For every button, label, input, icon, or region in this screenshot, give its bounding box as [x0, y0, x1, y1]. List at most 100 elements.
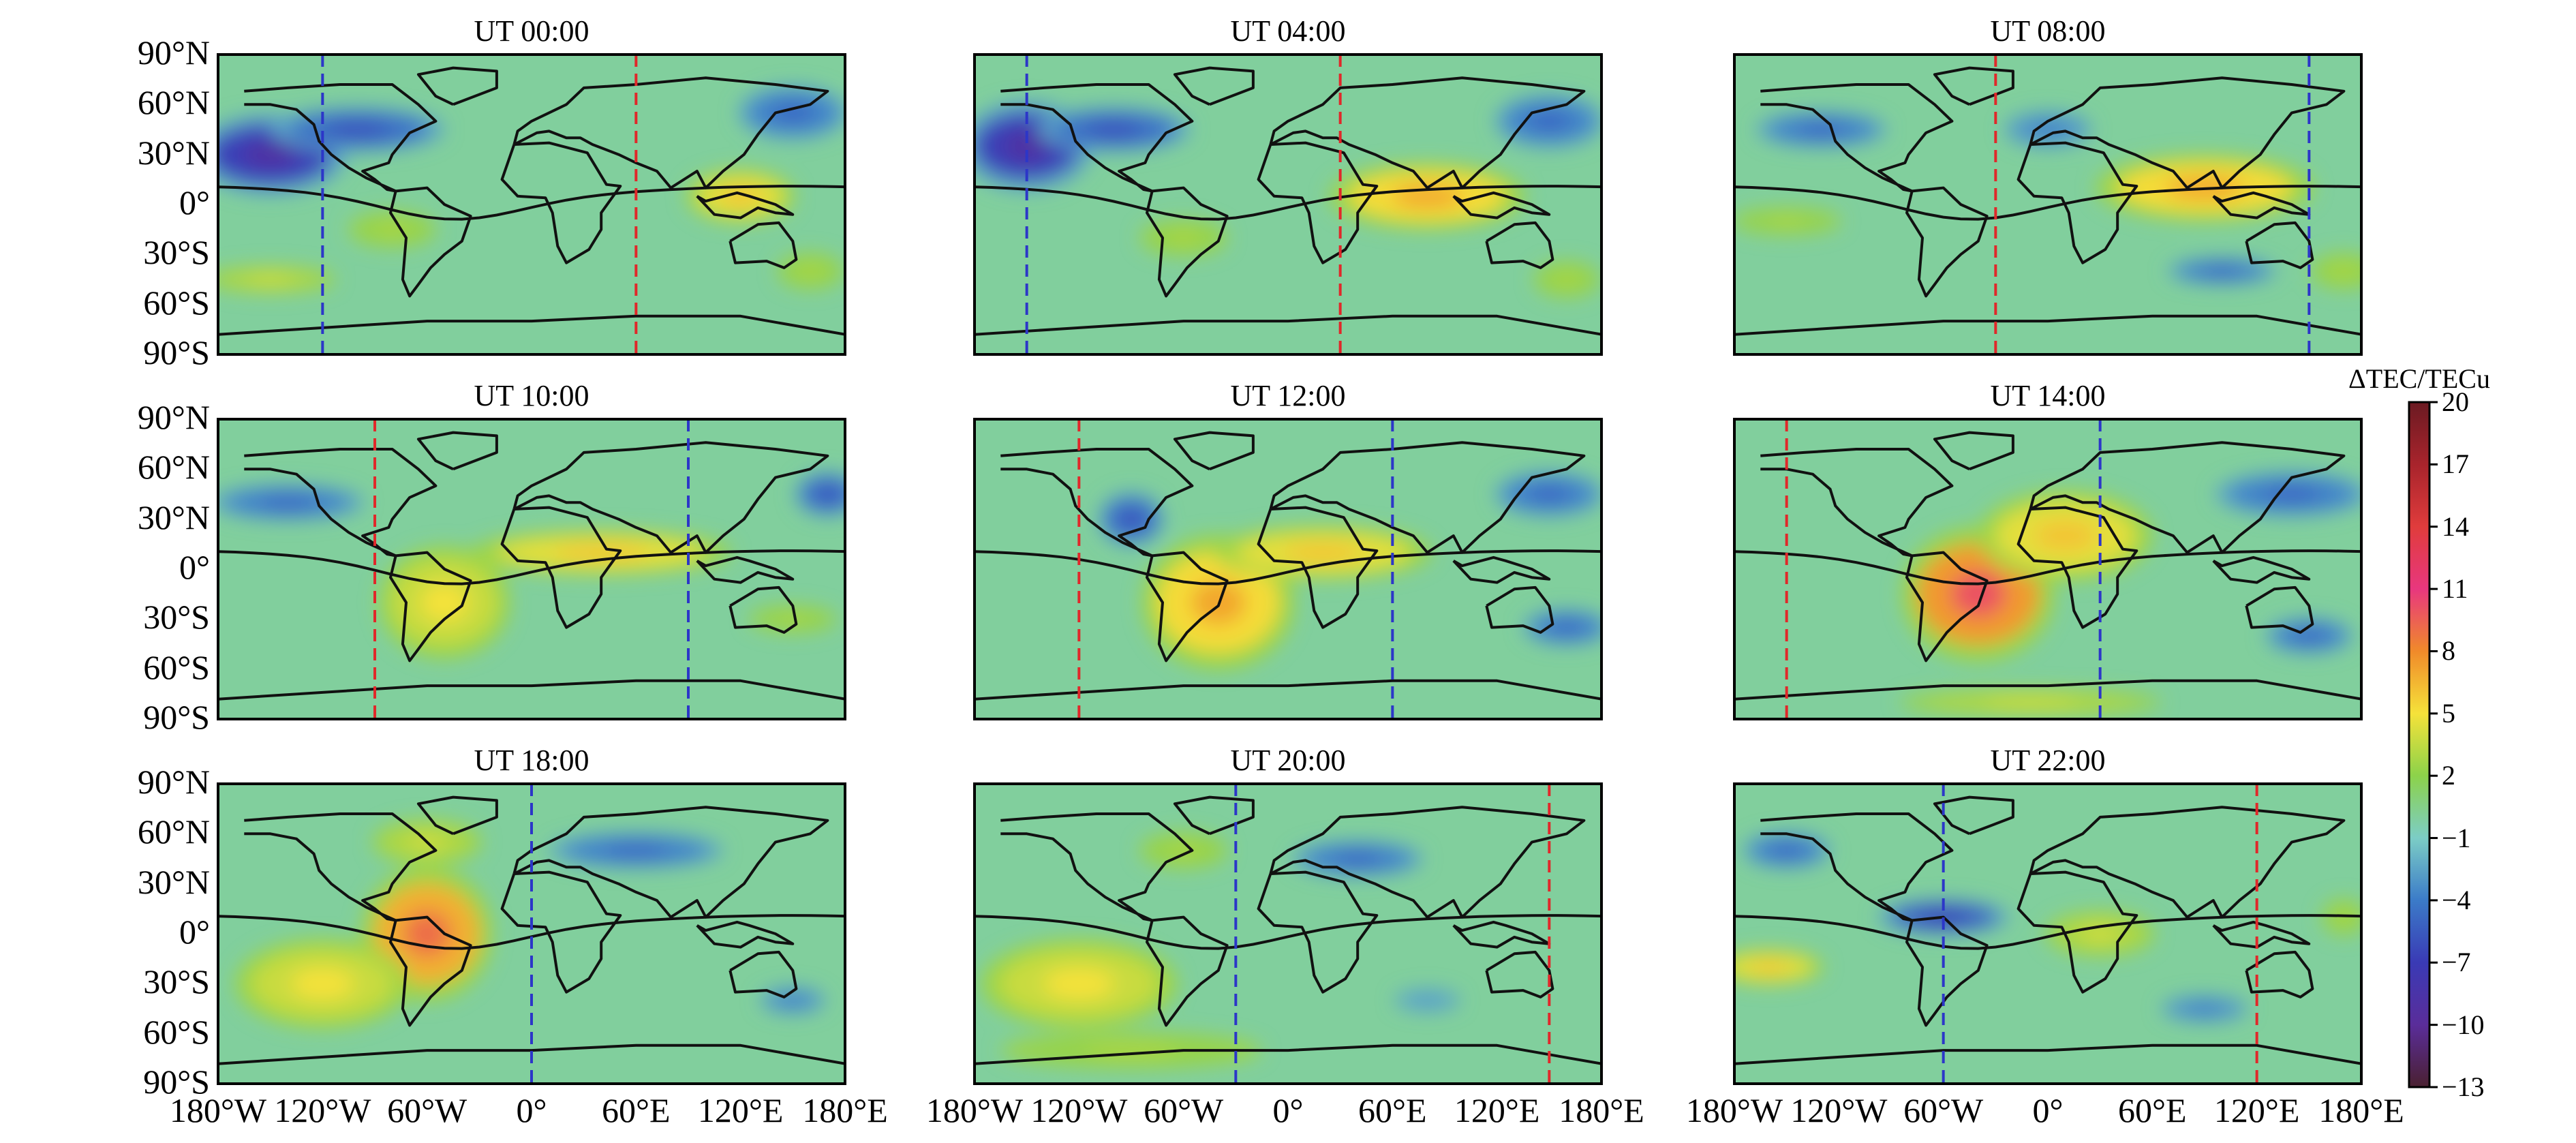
anomaly-core: [1529, 487, 1569, 502]
magnetic-equator: [218, 549, 845, 585]
coastline: [2017, 506, 2138, 629]
anomaly-core: [1798, 123, 1845, 136]
magnetic-equator: [975, 914, 1601, 950]
lon-tick-label: 60°W: [387, 1091, 467, 1129]
anomaly-core: [291, 969, 354, 999]
anomaly-core: [1415, 996, 1439, 1005]
lat-tick-label: 30°N: [137, 133, 210, 172]
coastline: [2212, 555, 2311, 584]
anomaly-core: [1283, 543, 1362, 562]
anomaly-core: [720, 187, 761, 205]
anomaly-core: [2332, 264, 2356, 277]
coastline: [2245, 221, 2314, 269]
panel-title: UT 08:00: [1990, 14, 2106, 48]
coastline: [975, 314, 1601, 336]
coastline: [1452, 191, 1551, 219]
anomaly-core: [1043, 969, 1115, 999]
coastline: [1905, 186, 1989, 298]
coastline: [1734, 1043, 2361, 1065]
lat-tick-label: 90°S: [143, 333, 210, 371]
magnetic-equator: [1734, 914, 2361, 950]
coastline: [1146, 915, 1229, 1027]
lat-tick-label: 60°S: [143, 647, 210, 686]
coastline: [1734, 679, 2361, 701]
anomaly-core: [2034, 521, 2097, 551]
coastline: [500, 506, 622, 629]
coastline: [1146, 551, 1229, 662]
coastline: [512, 441, 829, 554]
panel-frame: [973, 782, 1603, 1085]
map-panel: [217, 53, 846, 356]
anomaly-core: [326, 122, 389, 137]
map-panel: [217, 782, 846, 1085]
coastline: [2017, 870, 2138, 994]
anomaly-core: [1167, 232, 1199, 244]
coastline: [1760, 448, 1954, 558]
coastline: [1760, 83, 1954, 193]
lat-tick-label: 60°N: [137, 448, 210, 487]
anomaly-core: [781, 996, 805, 1005]
anomaly-core: [1003, 131, 1051, 162]
coastline: [1173, 795, 1255, 836]
lat-tick-label: 30°N: [137, 862, 210, 901]
coastline: [1269, 441, 1586, 554]
colorbar-tick-label: −10: [2442, 1009, 2485, 1040]
map-background: [975, 784, 1601, 1084]
coastline: [416, 431, 498, 471]
coastline: [1933, 431, 2014, 471]
coastline: [500, 870, 622, 994]
colorbar-scale: [2408, 401, 2431, 1088]
lon-tick-label: 0°: [516, 1091, 547, 1129]
anomaly-core: [2202, 266, 2242, 276]
anomaly-core: [243, 140, 298, 168]
lon-tick-label: 180°W: [1685, 1091, 1783, 1129]
colorbar-tick-label: 5: [2442, 697, 2455, 729]
panel-title: UT 18:00: [474, 744, 589, 777]
anomaly-core: [777, 614, 809, 624]
lon-tick-label: 60°E: [1358, 1091, 1427, 1129]
panel-title: UT 04:00: [1230, 14, 1346, 48]
colorbar-tick-label: −7: [2442, 947, 2471, 978]
lat-tick-label: 60°S: [143, 283, 210, 322]
anomaly-core: [798, 264, 823, 277]
anomaly-core: [2264, 487, 2320, 502]
lon-tick-label: 180°E: [1559, 1091, 1644, 1129]
anomaly-core: [1529, 112, 1569, 130]
coastline: [218, 1043, 845, 1065]
coastline: [1905, 915, 1989, 1027]
anomaly-core: [773, 104, 813, 122]
coastline: [1257, 870, 1379, 994]
anomaly-core: [247, 275, 294, 284]
coastline: [1269, 806, 1586, 919]
lat-tick-label: 90°N: [137, 763, 210, 801]
lon-tick-label: 120°W: [1030, 1091, 1128, 1129]
panel-title: UT 20:00: [1230, 744, 1346, 777]
colorbar-tick-label: 2: [2442, 760, 2455, 791]
lat-tick-label: 60°S: [143, 1012, 210, 1051]
coastline: [1000, 812, 1194, 922]
coastline: [696, 555, 795, 584]
magnetic-equator: [1734, 185, 2361, 221]
anomaly-core: [1770, 844, 1803, 857]
anomaly-core: [1554, 273, 1579, 286]
coastline: [1734, 314, 2361, 336]
coastline: [1933, 66, 2014, 106]
coastline: [244, 812, 438, 922]
lon-tick-label: 120°E: [697, 1091, 784, 1129]
lat-tick-label: 0°: [179, 913, 210, 951]
map-panel: [1733, 782, 2363, 1085]
lon-tick-label: 0°: [2032, 1091, 2064, 1129]
anomaly-core: [1334, 853, 1381, 865]
anomaly-core: [420, 583, 468, 622]
lon-tick-label: 120°E: [2213, 1091, 2300, 1129]
coastline: [389, 551, 472, 662]
coastline: [2029, 806, 2346, 919]
coastline: [729, 221, 798, 269]
lon-tick-label: 0°: [1272, 1091, 1304, 1129]
panel-title: UT 14:00: [1990, 379, 2106, 412]
panel-title: UT 12:00: [1230, 379, 1346, 412]
lon-tick-label: 120°E: [1454, 1091, 1540, 1129]
lat-tick-label: 30°S: [143, 233, 210, 272]
colorbar-tick-label: 8: [2442, 635, 2455, 667]
